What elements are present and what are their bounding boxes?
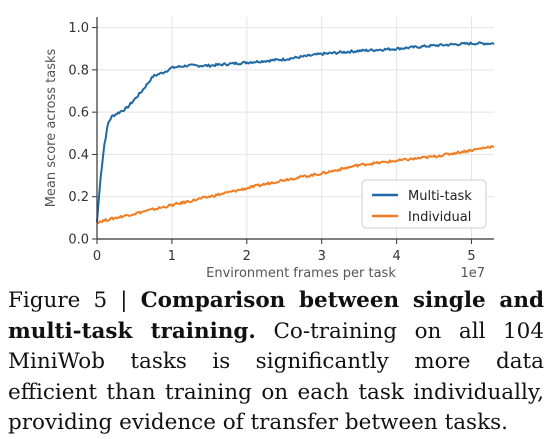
series-line-individual xyxy=(96,145,495,225)
y-tick-label: 1.0 xyxy=(68,21,89,36)
x-tick-label: 1 xyxy=(168,249,176,264)
y-axis-label: Mean score across tasks xyxy=(44,48,59,207)
legend-label-individual: Individual xyxy=(408,210,471,225)
x-scale-label: 1e7 xyxy=(460,266,485,281)
x-axis-label: Environment frames per task xyxy=(206,266,396,281)
chart-figure: 0 1 2 3 4 5 0.0 0.2 0.4 0.6 0.8 1.0 Environment fra… xyxy=(44,17,495,281)
y-tick-label: 0.8 xyxy=(68,63,89,78)
x-tick-label: 5 xyxy=(467,249,475,264)
y-tick-label: 0.0 xyxy=(68,233,89,248)
legend-label-multi-task: Multi-task xyxy=(408,189,472,204)
y-tick-label: 0.4 xyxy=(68,148,89,163)
caption-body: Co-training on all 104 MiniWob tasks is … xyxy=(8,318,544,436)
series-line-multi-task xyxy=(96,41,495,223)
caption-prefix: Figure 5 | xyxy=(8,288,141,313)
figure-caption: Figure 5 | Comparison between single and… xyxy=(8,286,544,439)
x-tick-label: 0 xyxy=(93,249,101,264)
caption-title: Comparison between single and multi-task… xyxy=(8,288,544,344)
series-layer xyxy=(96,41,495,225)
x-tick-label: 2 xyxy=(243,249,251,264)
x-tick-label: 3 xyxy=(318,249,326,264)
y-tick-label: 0.2 xyxy=(68,190,89,205)
x-tick-label: 4 xyxy=(392,249,400,264)
tick-labels: 0 1 2 3 4 5 0.0 0.2 0.4 0.6 0.8 1.0 xyxy=(68,21,475,264)
axes xyxy=(96,17,494,240)
legend: Multi-task Individual xyxy=(361,179,487,229)
y-tick-label: 0.6 xyxy=(68,106,89,121)
